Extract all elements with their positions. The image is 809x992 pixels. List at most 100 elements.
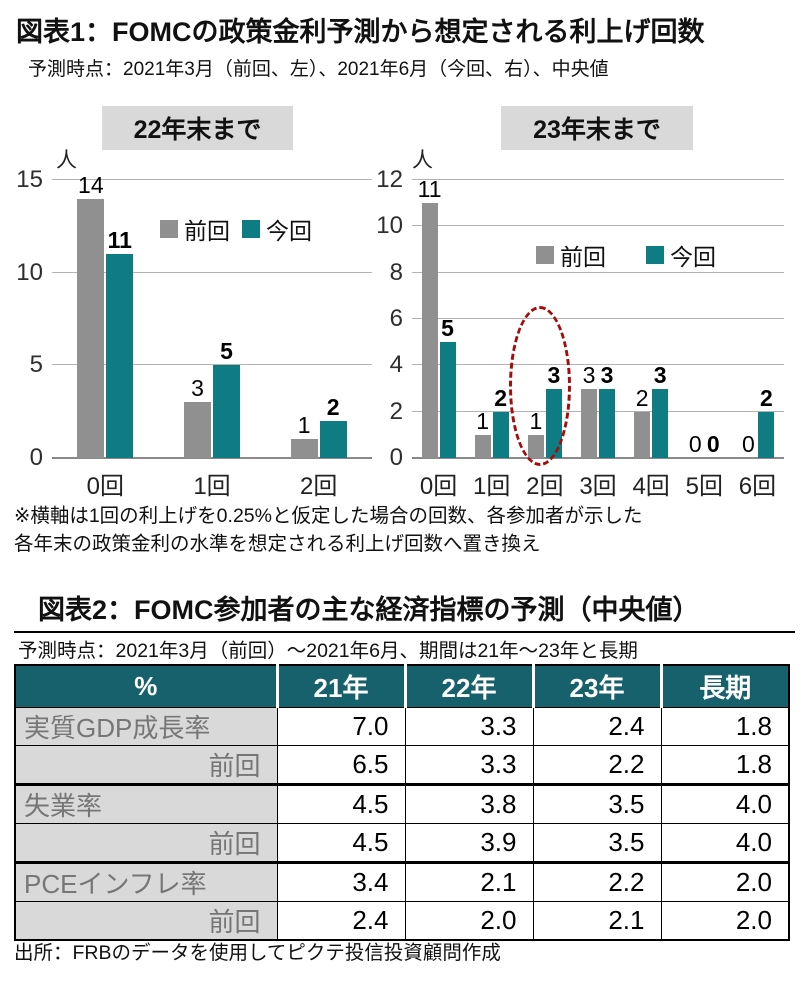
bar-value-label: 5 xyxy=(441,315,454,342)
table-row: 前回 4.5 3.9 3.5 4.0 xyxy=(14,823,790,863)
bar-前回: 3 xyxy=(580,363,597,458)
gridline xyxy=(412,364,784,366)
value-cell: 3.9 xyxy=(404,823,534,863)
bar-value-label: 5 xyxy=(220,338,233,365)
figure2-title: 図表2：FOMC参加者の主な経済指標の予測（中央値） xyxy=(14,588,795,633)
row-label-cell: 実質GDP成長率 xyxy=(14,707,278,746)
value-cell: 2.1 xyxy=(404,861,534,902)
value-cell: 1.8 xyxy=(660,745,790,785)
x-axis-tick-label: 1回 xyxy=(193,473,231,500)
bar-今回: 5 xyxy=(439,317,456,458)
bar-value-label: 3 xyxy=(547,361,561,388)
source-note: 出所：FRBのデータを使用してピクテ投信投資顧問作成 xyxy=(14,942,501,964)
gridline xyxy=(412,271,784,273)
legend-label: 今回 xyxy=(266,218,312,244)
bar-value-label: 11 xyxy=(107,227,132,254)
forecast-table: % 21年 22年 23年 長期 実質GDP成長率 7.0 3.3 2.4 1.8 前回 6.5 3.… xyxy=(14,664,790,941)
y-axis-tick-label: 4 xyxy=(389,351,403,379)
bar-value-label: 0 xyxy=(706,431,720,457)
y-axis-tick-label: 0 xyxy=(389,444,403,471)
bar-前回: 1 xyxy=(527,409,544,458)
bar-前回: 2 xyxy=(634,386,651,458)
x-axis-labels: 0回 1回 2回 xyxy=(52,466,372,501)
legend-item: 前回 xyxy=(536,238,606,272)
legend-item: 前回 xyxy=(160,212,230,246)
chart-legend: 前回 今回 xyxy=(160,212,312,246)
value-cell: 4.5 xyxy=(276,783,406,824)
bars-row: 11 5 1 2 1 3 3 3 2 3 0 0 0 2 xyxy=(412,178,784,458)
gridline xyxy=(412,318,784,319)
row-label-cell: 前回 xyxy=(14,901,278,941)
gridline xyxy=(52,179,372,180)
value-cell: 4.0 xyxy=(660,823,790,863)
value-cell: 6.5 xyxy=(276,745,406,785)
bar-value-label: 2 xyxy=(494,384,508,411)
x-axis-tick-label: 2回 xyxy=(300,473,338,500)
gridline xyxy=(52,271,372,273)
footnote-line: 各年末の政策金利の水準を想定される利上げ回数へ置き換え xyxy=(14,533,541,556)
footnote-line: ※横軸は1回の利上げを0.25%と仮定した場合の回数、各参加者が示した xyxy=(14,505,643,527)
table-header-cell: 22年 xyxy=(403,665,533,708)
x-axis-tick-label: 0回 xyxy=(419,473,458,500)
bar-value-label: 3 xyxy=(582,361,596,388)
bar-group-0回: 11 5 xyxy=(412,178,465,458)
plot-area: 0 2 4 6 8 10 12 11 5 1 2 1 3 3 3 2 3 0 0 0 2 0回 1回 2回 3回 4回 5回 6回 xyxy=(376,168,784,500)
bar-value-label: 1 xyxy=(476,407,490,434)
value-cell: 4.5 xyxy=(276,823,406,863)
bar-value-label: 1 xyxy=(297,412,311,439)
figure1-footnote: ※横軸は1回の利上げを0.25%と仮定した場合の回数、各参加者が示した 各年末の… xyxy=(14,502,642,559)
value-cell: 3.5 xyxy=(532,823,662,863)
bar-今回: 3 xyxy=(598,363,615,458)
table-row: 実質GDP成長率 7.0 3.3 2.4 1.8 xyxy=(14,707,790,746)
gridline xyxy=(52,364,372,366)
legend-swatch xyxy=(536,246,554,264)
table-header-cell: % xyxy=(15,665,277,708)
value-cell: 2.2 xyxy=(532,745,662,785)
table-row: 失業率 4.5 3.8 3.5 4.0 xyxy=(14,783,790,824)
table-header-row: % 21年 22年 23年 長期 xyxy=(15,665,789,708)
value-cell: 3.5 xyxy=(532,783,662,824)
chart-2022-title: 22年末まで xyxy=(101,106,294,150)
row-label-cell: PCEインフレ率 xyxy=(14,861,278,902)
legend-item: 今回 xyxy=(242,212,312,246)
bar-value-label: 1 xyxy=(529,407,543,434)
figure1-subtitle: 予測時点：2021年3月（前回、左）、2021年6月（今回、右）、中央値 xyxy=(28,59,609,80)
y-axis-tick-label: 10 xyxy=(376,212,403,240)
row-label-cell: 失業率 xyxy=(14,783,278,824)
value-cell: 3.3 xyxy=(404,707,534,746)
value-cell: 2.0 xyxy=(660,901,790,941)
y-axis-tick-label: 6 xyxy=(389,305,403,332)
bar-value-label: 3 xyxy=(653,361,667,388)
bar-value-label: 2 xyxy=(326,393,340,420)
bar-前回: 11 xyxy=(418,178,442,458)
bar-group-0回: 14 11 xyxy=(52,173,159,458)
value-cell: 2.2 xyxy=(532,861,662,902)
y-axis-tick-label: 5 xyxy=(29,351,43,379)
y-axis-unit-label: 人 xyxy=(56,149,77,172)
value-cell: 2.4 xyxy=(276,901,406,941)
legend-swatch xyxy=(160,220,178,238)
row-label-cell: 前回 xyxy=(14,745,278,785)
gridline xyxy=(412,410,784,412)
bar-value-label: 11 xyxy=(417,176,442,203)
legend-item: 今回 xyxy=(646,238,716,272)
bar-value-label: 3 xyxy=(191,375,204,402)
value-cell: 2.1 xyxy=(532,901,662,941)
value-cell: 3.4 xyxy=(276,861,406,902)
value-cell: 2.0 xyxy=(404,901,534,941)
gridline xyxy=(412,179,784,180)
x-axis-tick-label: 4回 xyxy=(632,473,670,500)
table-header-cell: 長期 xyxy=(659,665,789,708)
bar-前回: 3 xyxy=(184,377,211,458)
bar-value-label: 0 xyxy=(742,431,755,457)
figure2-subtitle: 予測時点：2021年3月（前回）～2021年6月、期間は21年～23年と長期 xyxy=(18,640,638,662)
plot-area: 0 5 10 15 14 11 3 5 1 2 0回 1回 2回 xyxy=(16,168,372,500)
x-axis-tick-label: 3回 xyxy=(579,473,617,500)
x-axis-tick-label: 6回 xyxy=(738,473,777,500)
bar-今回: 2 xyxy=(758,386,775,458)
